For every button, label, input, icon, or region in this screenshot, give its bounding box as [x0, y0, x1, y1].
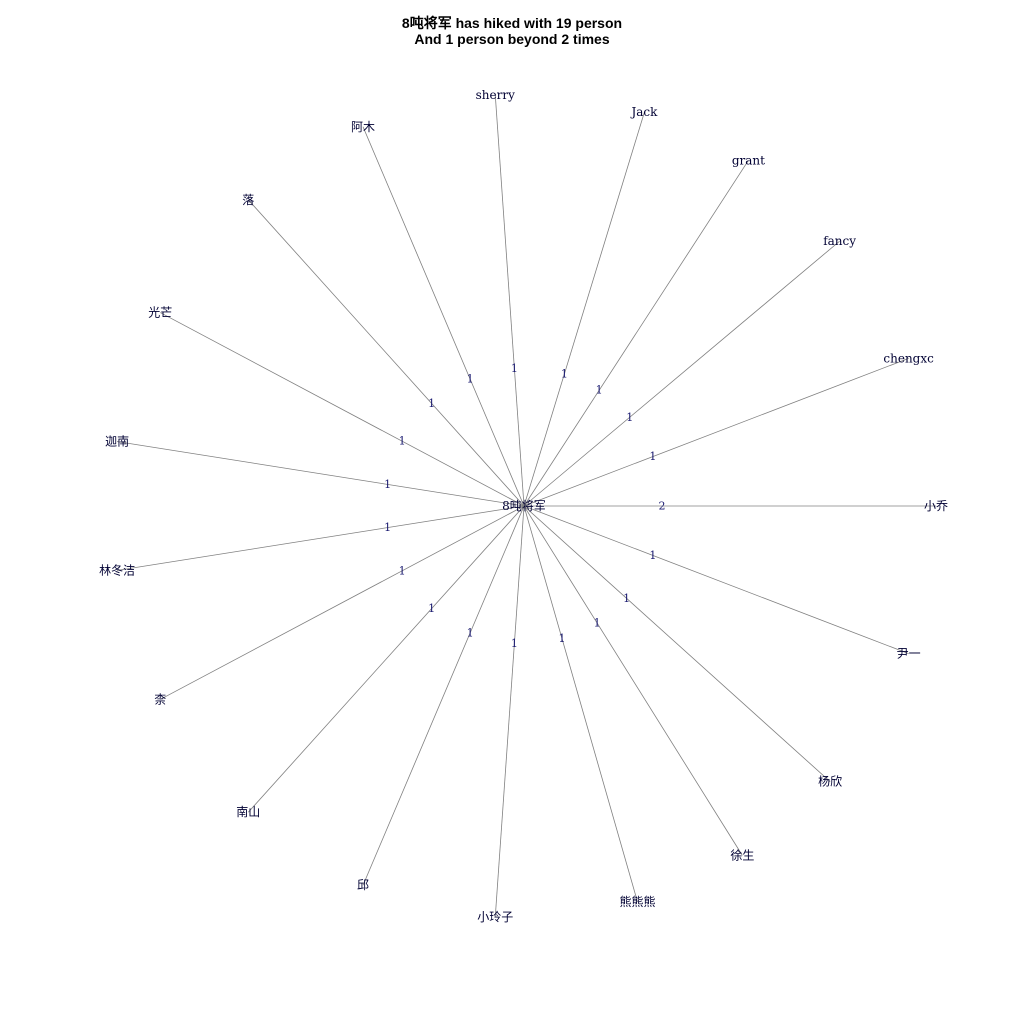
center-node-label: 8吨将军 — [502, 499, 546, 513]
node-label: 阿木 — [351, 120, 375, 134]
edge-weight-label: 1 — [428, 602, 435, 615]
node-label: Jack — [629, 105, 658, 119]
edge-line — [523, 111, 645, 507]
node-label: sherry — [476, 88, 515, 102]
edge-weight-label: 1 — [649, 450, 656, 463]
edge-line — [494, 94, 525, 507]
edge-weight-label: 1 — [428, 397, 435, 410]
edge-weight-label: 1 — [511, 637, 518, 650]
edge-line — [248, 505, 525, 813]
node-label-layer: 小乔 chengxc fancy grant Jack sherry 阿木落光芒迦南林冬洁柰… — [99, 88, 948, 924]
edge-weight-label: 2 — [659, 500, 666, 513]
edge-line — [523, 505, 831, 782]
edge-weight-label: 1 — [559, 632, 566, 645]
edge-line — [523, 505, 638, 903]
edge-line — [117, 441, 525, 507]
node-label: 小乔 — [924, 499, 948, 513]
edge-layer — [117, 94, 936, 918]
edge-weight-label: 1 — [649, 549, 656, 562]
edge-line — [160, 312, 525, 507]
edge-line — [494, 505, 525, 918]
edge-weight-label: 1 — [399, 435, 406, 448]
node-label: 邱 — [357, 878, 369, 892]
node-label: 光芒 — [148, 305, 172, 320]
edge-line — [523, 505, 909, 655]
edge-weight-label: 1 — [511, 362, 518, 375]
node-label: 迦南 — [105, 434, 129, 449]
edge-weight-label: 1 — [594, 617, 601, 630]
edge-weight-label: 1 — [467, 627, 474, 640]
edge-line — [523, 357, 909, 507]
edge-line — [362, 505, 525, 886]
edge-weight-label: 1 — [399, 564, 406, 577]
edge-line — [523, 160, 749, 507]
edge-label-layer: 2 1 1 1 1 1 1 1 1 1 1 1 1 1 1 1 1 1 1 — [384, 362, 665, 650]
node-label: 柰 — [154, 692, 166, 706]
edge-line — [523, 240, 840, 507]
edge-weight-label: 1 — [561, 368, 568, 381]
edge-line — [117, 505, 525, 571]
chart-title: 8吨将军 has hiked with 19 person — [401, 15, 623, 31]
node-label: 杨欣 — [818, 774, 842, 789]
edge-line — [362, 126, 525, 507]
node-label: 南山 — [236, 804, 260, 819]
edge-weight-label: 1 — [467, 372, 474, 385]
chart-subtitle: And 1 person beyond 2 times — [414, 31, 610, 47]
node-label: chengxc — [883, 351, 934, 365]
node-label: 林冬洁 — [99, 562, 135, 577]
node-label: fancy — [823, 234, 856, 248]
edge-weight-label: 1 — [596, 384, 603, 397]
edge-line — [248, 199, 525, 507]
node-label: 小玲子 — [477, 910, 513, 924]
node-label: 落 — [242, 193, 254, 207]
edge-weight-label: 1 — [623, 592, 630, 605]
node-label: 尹一 — [897, 647, 921, 661]
edge-line — [160, 505, 525, 700]
node-label: 徐生 — [730, 847, 754, 862]
edge-weight-label: 1 — [384, 478, 391, 491]
edge-line — [523, 505, 743, 856]
node-label: grant — [732, 153, 765, 167]
edge-weight-label: 1 — [626, 411, 633, 424]
node-label: 熊熊熊 — [620, 894, 656, 909]
edge-weight-label: 1 — [384, 521, 391, 534]
